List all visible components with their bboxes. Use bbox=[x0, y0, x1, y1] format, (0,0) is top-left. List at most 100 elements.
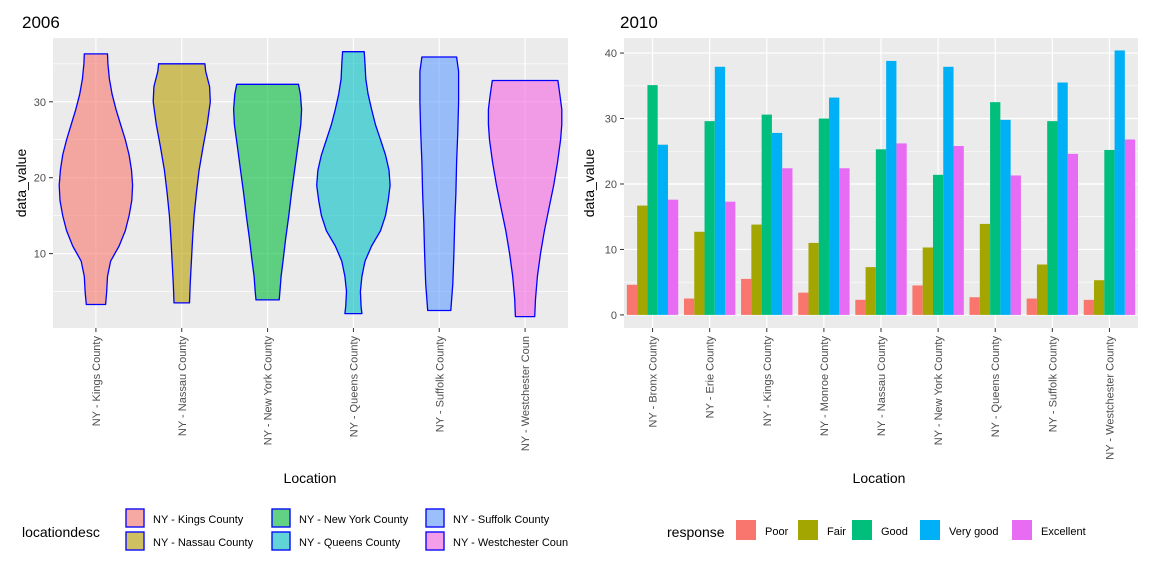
violin-ny-suffolk-county bbox=[419, 56, 460, 312]
violin-ny-queens-county bbox=[316, 51, 391, 315]
legend-label: Excellent bbox=[1041, 526, 1086, 538]
y-tick-label: 30 bbox=[605, 114, 617, 126]
bar-poor-ny-westchester-county bbox=[1083, 299, 1095, 315]
legend-keys-2010: Poor Fair Good Very good Excellent bbox=[736, 520, 1086, 540]
legend-2010: response Poor Fair Good Very good Excellent bbox=[667, 520, 1086, 540]
x-tick-label: NY - Nassau County bbox=[177, 336, 189, 437]
legend-title-2006: locationdesc bbox=[22, 524, 100, 540]
legend-2006: locationdesc NY - Kings County NY - Nassa… bbox=[22, 508, 568, 551]
bar-good-ny-nassau-county bbox=[875, 149, 887, 315]
legend-swatch-ny-suffolk-county bbox=[425, 508, 445, 528]
legend-label: NY - Nassau County bbox=[153, 537, 254, 549]
legend-swatch-excellent bbox=[1012, 520, 1032, 540]
bar-excellent-ny-nassau-county bbox=[896, 143, 907, 315]
x-tick-label: NY - Erie County bbox=[705, 336, 717, 419]
bar-very-good-ny-kings-county bbox=[771, 132, 783, 315]
legend-label: Good bbox=[881, 526, 908, 538]
x-axis-2010: NY - Bronx County NY - Erie County NY - Ki… bbox=[648, 328, 1116, 460]
bar-very-good-ny-queens-county bbox=[1000, 119, 1011, 315]
bar-fair-ny-nassau-county bbox=[865, 267, 876, 315]
legend-label: NY - Queens County bbox=[299, 537, 401, 549]
x-tick-label: NY - Nassau County bbox=[876, 336, 888, 437]
legend-swatch-ny-nassau-county bbox=[125, 531, 145, 551]
y-tick-label: 20 bbox=[605, 179, 617, 191]
bar-excellent-ny-bronx-county bbox=[667, 199, 679, 315]
y-tick-label: 20 bbox=[34, 173, 46, 185]
legend-label: NY - Westchester Coun bbox=[453, 537, 568, 549]
bar-poor-ny-erie-county bbox=[683, 298, 695, 315]
violins-2006 bbox=[58, 51, 563, 318]
bar-excellent-ny-westchester-county bbox=[1124, 139, 1136, 315]
plot-panel-2006 bbox=[53, 38, 568, 328]
bar-very-good-ny-new-york-county bbox=[943, 66, 954, 315]
legend-swatch-ny-kings-county bbox=[125, 508, 145, 528]
violin-ny-kings-county bbox=[58, 53, 134, 306]
bar-poor-ny-new-york-county bbox=[912, 285, 923, 315]
bar-excellent-ny-queens-county bbox=[1010, 175, 1021, 315]
legend-label: NY - Kings County bbox=[153, 514, 244, 526]
violin-ny-nassau-county bbox=[152, 63, 211, 304]
x-axis-2006: NY - Kings County NY - Nassau County NY - … bbox=[91, 328, 532, 451]
x-tick-label: NY - Kings County bbox=[762, 336, 774, 427]
y-axis-label-2010: data_value bbox=[581, 149, 597, 218]
y-tick-label: 10 bbox=[605, 244, 617, 256]
y-tick-label: 0 bbox=[611, 310, 617, 322]
bar-very-good-ny-monroe-county bbox=[829, 97, 840, 315]
bar-good-ny-westchester-county bbox=[1104, 149, 1115, 315]
x-tick-label: NY - Westchester Coun bbox=[520, 336, 532, 451]
bars-2010 bbox=[626, 50, 1136, 315]
bar-good-ny-queens-county bbox=[990, 102, 1001, 315]
legend-label: NY - New York County bbox=[299, 514, 409, 526]
bar-fair-ny-bronx-county bbox=[637, 205, 648, 315]
legend-label: Very good bbox=[949, 526, 999, 538]
y-axis-2010: 0 10 20 30 40 bbox=[605, 48, 624, 322]
x-tick-label: NY - Suffolk County bbox=[1047, 336, 1059, 433]
bar-poor-ny-kings-county bbox=[741, 278, 752, 315]
bar-fair-ny-kings-county bbox=[751, 224, 762, 315]
bar-very-good-ny-nassau-county bbox=[886, 60, 897, 315]
bar-poor-ny-bronx-county bbox=[626, 284, 638, 315]
legend-label: Fair bbox=[827, 526, 846, 538]
bar-excellent-ny-new-york-county bbox=[953, 146, 964, 315]
bar-fair-ny-suffolk-county bbox=[1036, 264, 1048, 315]
bar-fair-ny-monroe-county bbox=[808, 242, 819, 315]
legend-swatch-very-good bbox=[920, 520, 940, 540]
x-axis-label-2006: Location bbox=[284, 470, 337, 486]
x-tick-label: NY - Queens County bbox=[990, 336, 1002, 438]
bar-very-good-ny-westchester-county bbox=[1114, 50, 1125, 315]
bar-good-ny-erie-county bbox=[704, 121, 715, 315]
y-axis-2006: 10 20 30 bbox=[34, 97, 53, 261]
legend-swatch-ny-new-york-county bbox=[271, 508, 291, 528]
bar-good-ny-suffolk-county bbox=[1047, 121, 1058, 315]
bar-very-good-ny-erie-county bbox=[714, 66, 726, 315]
x-tick-label: NY - New York County bbox=[263, 336, 275, 446]
bar-excellent-ny-kings-county bbox=[782, 168, 793, 315]
legend-swatch-ny-queens-county bbox=[271, 531, 291, 551]
chart-title-2006: 2006 bbox=[22, 13, 60, 32]
violin-ny-westchester-coun bbox=[487, 79, 563, 318]
legend-keys-2006: NY - Kings County NY - Nassau County NY - … bbox=[125, 508, 568, 551]
violin-ny-new-york-county bbox=[232, 83, 303, 301]
bar-good-ny-kings-county bbox=[761, 114, 772, 315]
bar-good-ny-new-york-county bbox=[932, 174, 944, 315]
bar-excellent-ny-suffolk-county bbox=[1067, 153, 1079, 315]
legend-title-2010: response bbox=[667, 524, 725, 540]
bar-chart-2010: 2010 0 10 20 30 40 NY - Bronx County NY - Eri… bbox=[581, 13, 1138, 540]
bar-fair-ny-new-york-county bbox=[922, 247, 933, 315]
bar-excellent-ny-erie-county bbox=[725, 201, 736, 315]
bar-poor-ny-queens-county bbox=[969, 297, 980, 315]
y-tick-label: 30 bbox=[34, 97, 46, 109]
legend-swatch-fair bbox=[798, 520, 818, 540]
minor-grid-2006 bbox=[53, 63, 568, 292]
x-tick-label: NY - New York County bbox=[933, 336, 945, 446]
legend-swatch-good bbox=[852, 520, 872, 540]
x-tick-label: NY - Queens County bbox=[348, 336, 360, 438]
bar-excellent-ny-monroe-county bbox=[839, 168, 850, 315]
bar-poor-ny-nassau-county bbox=[855, 299, 866, 315]
bar-fair-ny-queens-county bbox=[979, 223, 991, 315]
bar-fair-ny-westchester-county bbox=[1094, 280, 1105, 315]
legend-swatch-poor bbox=[736, 520, 756, 540]
x-tick-label: NY - Bronx County bbox=[648, 336, 660, 428]
chart-title-2010: 2010 bbox=[620, 13, 658, 32]
